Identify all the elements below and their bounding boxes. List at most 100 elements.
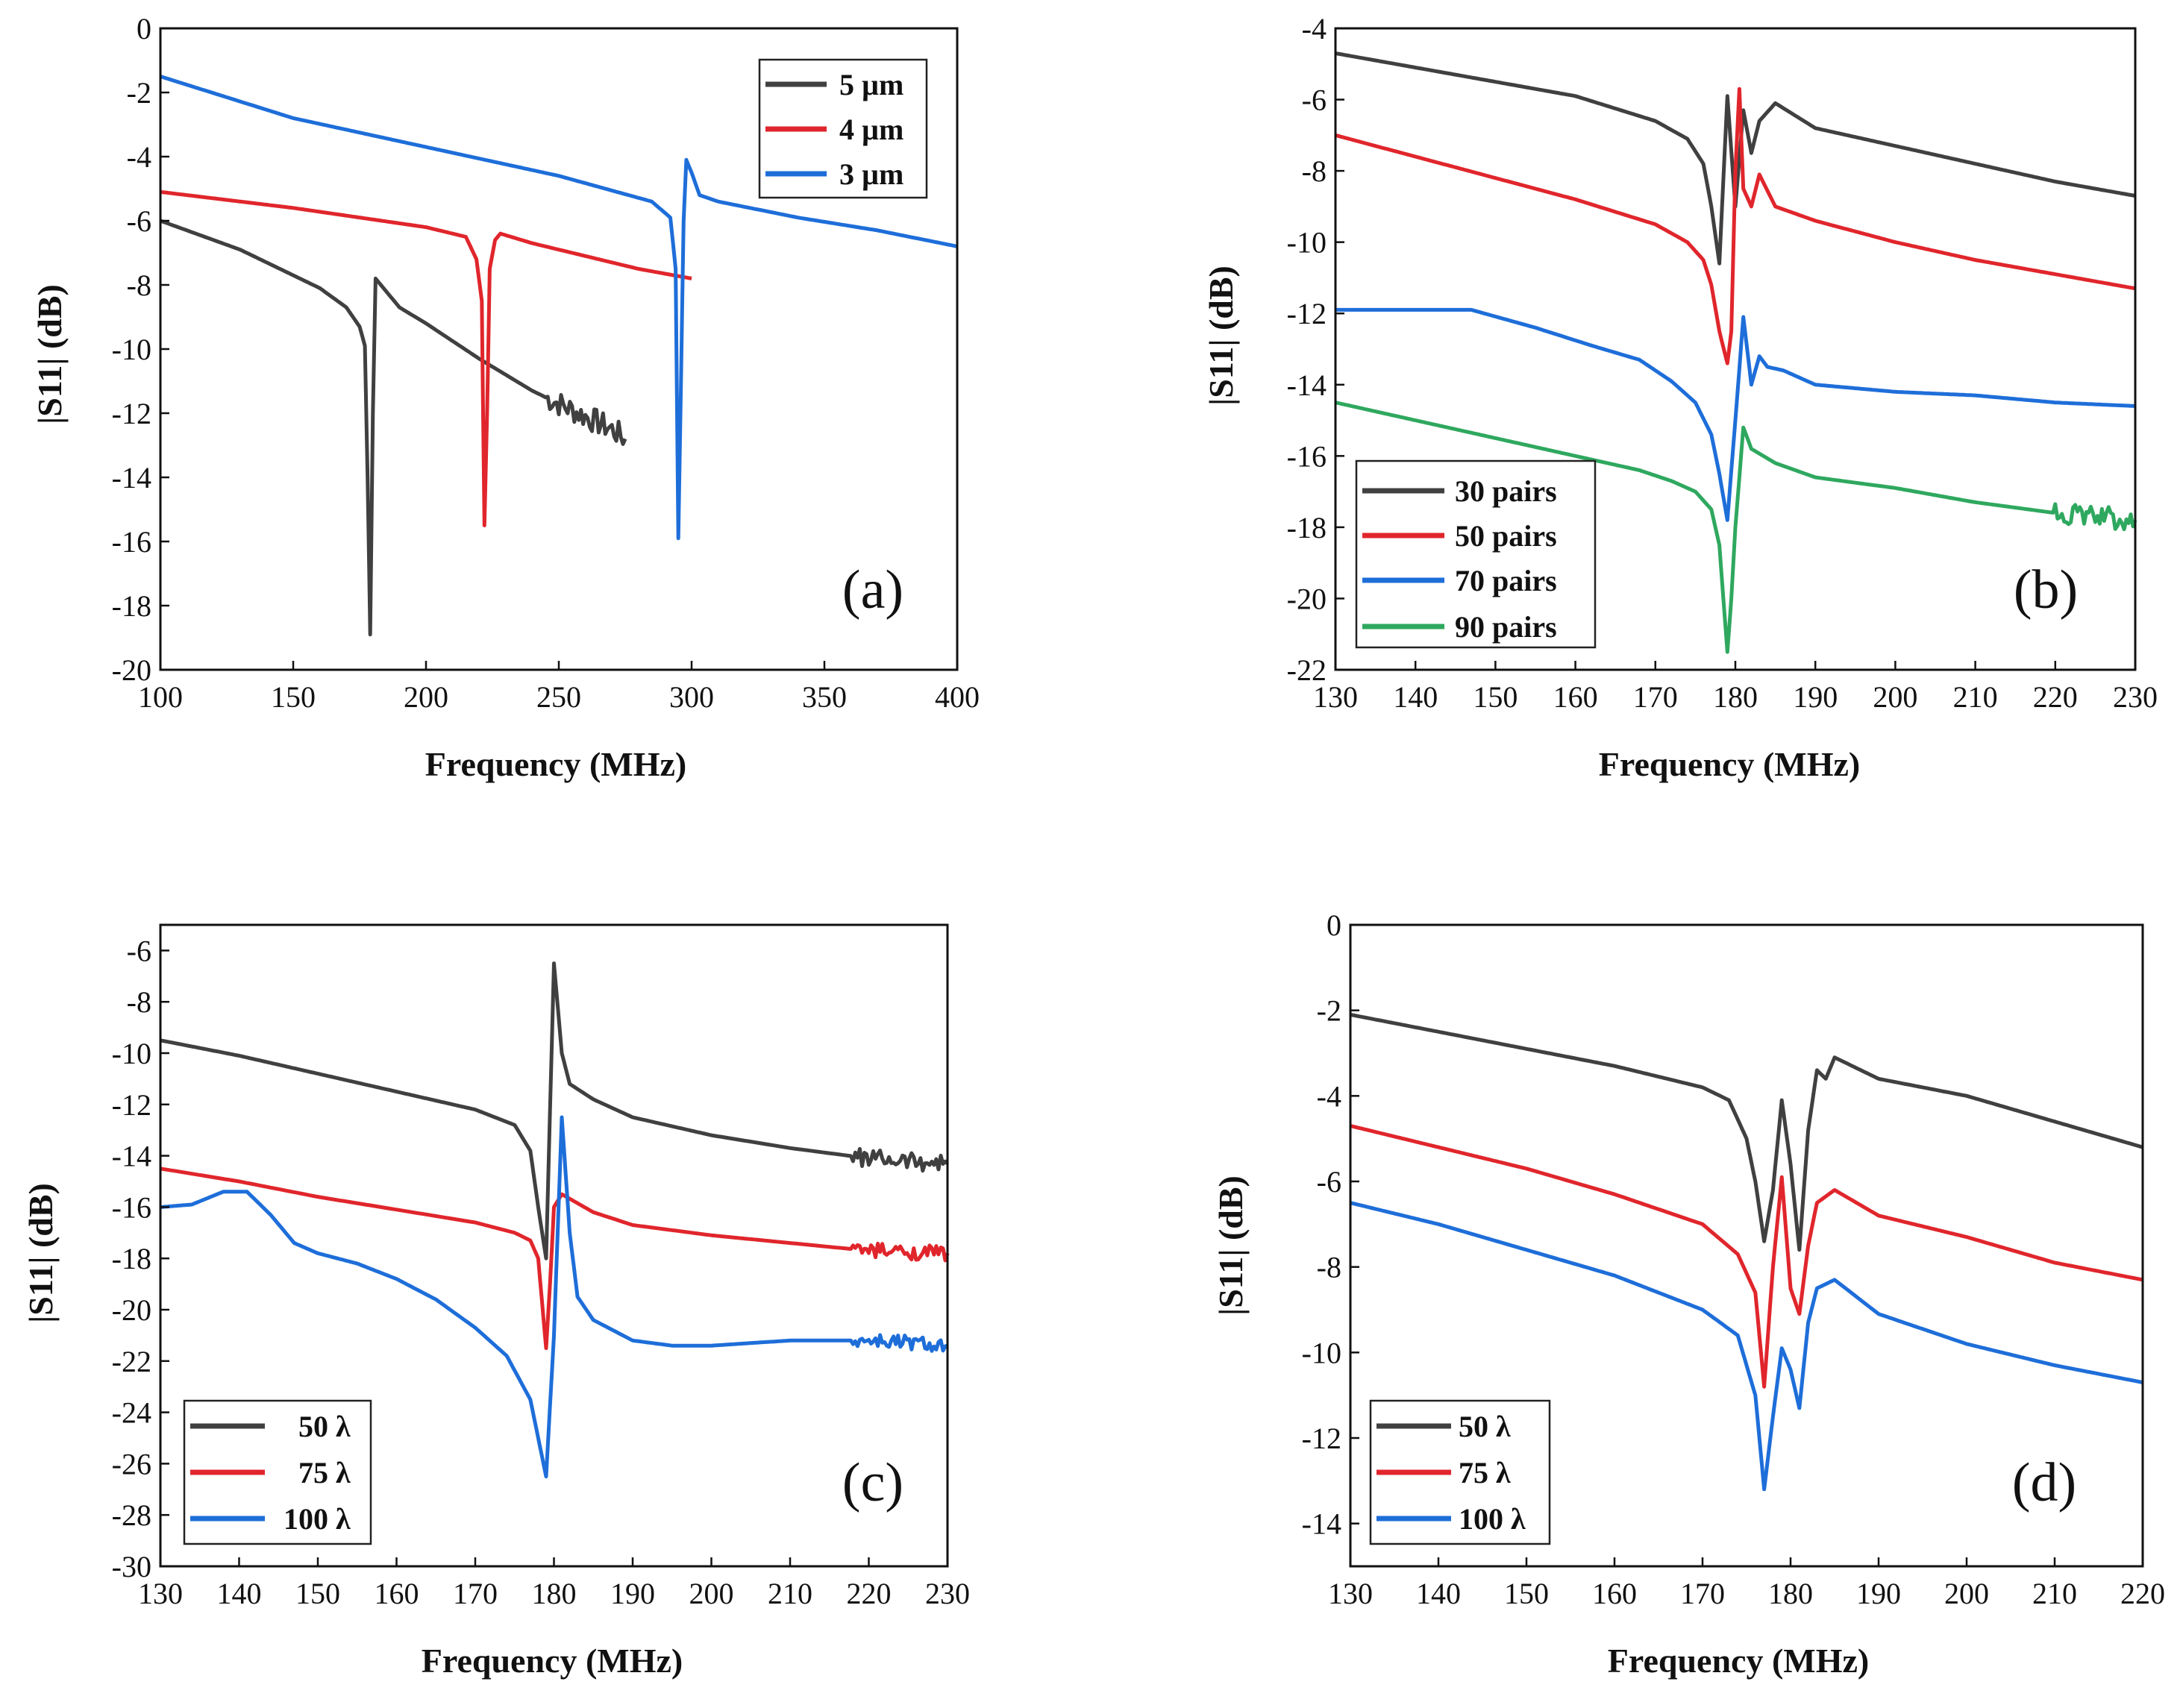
chart-b-ytick-label-8: -20 [1287, 582, 1327, 615]
chart-b-ytick-label-5: -14 [1287, 368, 1327, 402]
chart-c-xtick-label-9: 220 [847, 1577, 892, 1610]
chart-a-xtick-label-4: 300 [669, 680, 714, 714]
chart-a-series-2 [160, 75, 958, 541]
chart-d-xtick-label-2: 150 [1504, 1577, 1549, 1610]
chart-d-ytick-label-2: -4 [1317, 1079, 1341, 1113]
chart-c-ytick-label-8: -22 [112, 1345, 151, 1378]
chart-b-ytick-label-7: -18 [1287, 511, 1327, 544]
chart-c-xtick-label-8: 210 [768, 1577, 812, 1610]
chart-d-legend-label-2: 100 λ [1459, 1502, 1526, 1536]
chart-b-xtick-label-5: 180 [1713, 680, 1758, 714]
chart-b-xlabel: Frequency (MHz) [1599, 745, 1860, 783]
chart-a-ytick-label-4: -8 [127, 269, 151, 302]
chart-d-ytick-label-5: -10 [1302, 1336, 1341, 1369]
chart-b-ytick-label-1: -6 [1302, 84, 1327, 117]
chart-a-ytick-label-1: -2 [127, 76, 151, 110]
chart-a-legend-label-0: 5 µm [839, 68, 903, 101]
chart-b-series-1 [1335, 87, 2136, 365]
chart-c-panel-label: (c) [842, 1452, 903, 1513]
chart-b-ytick-label-2: -8 [1302, 154, 1327, 188]
chart-a-ylabel: |S11| (dB) [31, 284, 69, 424]
chart-c-ytick-label-2: -10 [112, 1037, 151, 1070]
chart-d-xtick-label-0: 130 [1328, 1577, 1373, 1610]
chart-b-xtick-label-1: 140 [1393, 680, 1438, 714]
chart-a-series-1 [160, 189, 692, 527]
chart-a-ytick-label-5: -10 [112, 333, 151, 366]
chart-d-ytick-label-6: -12 [1302, 1422, 1341, 1455]
chart-c-ylabel: |S11| (dB) [22, 1183, 60, 1323]
chart-d-xtick-label-5: 180 [1768, 1577, 1813, 1610]
chart-b-ytick-label-6: -16 [1287, 439, 1327, 473]
chart-d-ytick-label-4: -8 [1317, 1251, 1341, 1284]
chart-d-ytick-label-0: 0 [1327, 908, 1341, 942]
chart-b-xtick-label-2: 150 [1473, 680, 1518, 714]
chart-c-plot-layer: 130 140 150 160 170 180 190 200 210 220 230 -6 -8 -10… [112, 923, 970, 1610]
chart-a-ytick-label-0: 0 [137, 12, 151, 45]
chart-a-xtick-label-3: 250 [536, 680, 581, 714]
chart-b-panel-label: (b) [2014, 559, 2078, 621]
chart-b-xtick-label-9: 220 [2033, 680, 2078, 714]
chart-a-ytick-label-2: -4 [127, 140, 151, 174]
chart-c-ytick-label-6: -18 [112, 1242, 151, 1275]
chart-d-series-2 [1350, 1201, 2143, 1492]
chart-d-xtick-label-7: 200 [1944, 1577, 1989, 1610]
chart-a-ytick-label-10: -20 [112, 653, 151, 687]
chart-c-ytick-label-11: -28 [112, 1498, 151, 1532]
chart-d-legend-label-0: 50 λ [1459, 1410, 1511, 1443]
chart-a-ytick-label-3: -6 [127, 204, 151, 238]
chart-b-ytick-label-0: -4 [1302, 12, 1327, 45]
chart-c-series-0 [160, 961, 949, 1260]
chart-c-ytick-label-12: -30 [112, 1550, 151, 1583]
chart-panel-a: 100 150 200 250 300 350 400 0 -2 -4 -6 -8 -10 -12 -14 -… [31, 12, 980, 783]
chart-c-ytick-label-3: -12 [112, 1088, 151, 1122]
chart-d-xtick-label-8: 210 [2032, 1577, 2077, 1610]
chart-a-xtick-label-1: 150 [271, 680, 316, 714]
chart-c-ytick-label-1: -8 [127, 985, 151, 1019]
chart-d-axes-frame [1349, 923, 2144, 1568]
chart-c-xtick-label-1: 140 [217, 1577, 262, 1610]
chart-d-ytick-label-1: -2 [1317, 994, 1341, 1028]
chart-c-xtick-label-10: 230 [925, 1577, 970, 1610]
chart-c-legend: 50 λ 75 λ 100 λ [183, 1399, 372, 1545]
chart-b-xtick-label-3: 160 [1553, 680, 1598, 714]
chart-b-xtick-label-10: 230 [2113, 680, 2158, 714]
chart-b-ytick-label-4: -12 [1287, 297, 1327, 330]
chart-a-ytick-label-9: -18 [112, 589, 151, 623]
chart-b-xtick-label-4: 170 [1633, 680, 1678, 714]
chart-a-xtick-label-0: 100 [138, 680, 183, 714]
chart-c-legend-label-0: 50 λ [298, 1410, 351, 1443]
chart-b-xtick-label-6: 190 [1793, 680, 1838, 714]
chart-b-legend-label-3: 90 pairs [1455, 610, 1557, 644]
chart-d-series-0 [1350, 1012, 2143, 1252]
chart-d-panel-label: (d) [2012, 1452, 2076, 1513]
chart-c-xtick-label-3: 160 [375, 1577, 419, 1610]
chart-a-legend-label-2: 3 µm [839, 157, 903, 191]
chart-c-xtick-label-6: 190 [610, 1577, 655, 1610]
chart-c-xtick-label-2: 150 [295, 1577, 340, 1610]
chart-c-ytick-label-9: -24 [112, 1396, 151, 1430]
chart-b-legend: 30 pairs 50 pairs 70 pairs 90 pairs [1355, 459, 1597, 649]
chart-a-series-0 [160, 219, 627, 637]
chart-b-legend-label-0: 30 pairs [1455, 474, 1557, 508]
chart-a-xtick-label-5: 350 [802, 680, 847, 714]
chart-a-xlabel: Frequency (MHz) [425, 745, 686, 783]
chart-d-xtick-label-6: 190 [1856, 1577, 1901, 1610]
chart-d-series-1 [1350, 1124, 2143, 1389]
chart-d-xlabel: Frequency (MHz) [1608, 1642, 1869, 1680]
chart-d-xtick-label-3: 160 [1592, 1577, 1637, 1610]
chart-d-ytick-label-7: -14 [1302, 1507, 1341, 1541]
chart-a-legend-label-1: 4 µm [839, 113, 903, 146]
chart-b-ytick-label-3: -10 [1287, 226, 1327, 260]
chart-a-panel-label: (a) [842, 559, 903, 621]
chart-b-xtick-label-8: 210 [1953, 680, 1998, 714]
chart-c-xtick-label-5: 180 [532, 1577, 577, 1610]
chart-b-ylabel: |S11| (dB) [1202, 266, 1240, 406]
chart-a-xtick-label-2: 200 [404, 680, 448, 714]
chart-b-series-3 [1335, 401, 2137, 654]
chart-a-ytick-label-6: -12 [112, 397, 151, 430]
chart-b-ytick-label-9: -22 [1287, 653, 1327, 687]
chart-c-ytick-label-0: -6 [127, 934, 151, 967]
chart-a-legend: 5 µm 4 µm 3 µm [758, 58, 928, 199]
chart-panel-b: 130 140 150 160 170 180 190 200 210 220 230 -4 -6 -8 -… [1202, 12, 2158, 783]
